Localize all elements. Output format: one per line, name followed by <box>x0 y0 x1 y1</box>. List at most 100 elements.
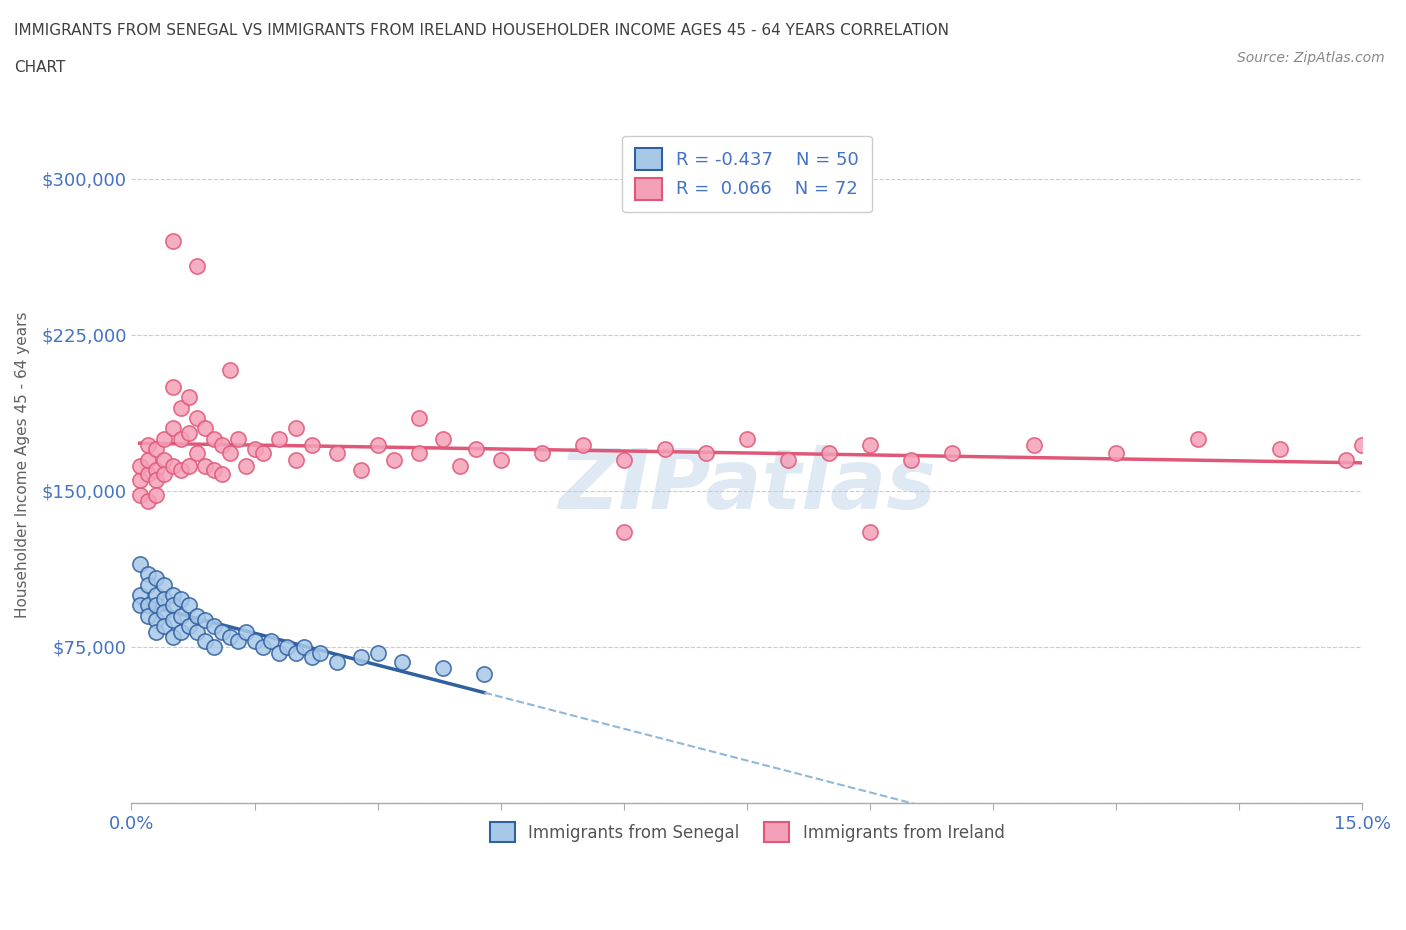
Point <box>162 629 184 644</box>
Point <box>177 425 200 440</box>
Point <box>145 625 167 640</box>
Point <box>572 438 595 453</box>
Point <box>776 452 799 467</box>
Point <box>186 608 208 623</box>
Point <box>153 591 176 606</box>
Point <box>145 588 167 603</box>
Point <box>170 591 193 606</box>
Point <box>136 608 159 623</box>
Point <box>613 525 636 540</box>
Y-axis label: Householder Income Ages 45 - 64 years: Householder Income Ages 45 - 64 years <box>15 312 30 618</box>
Point <box>136 494 159 509</box>
Point <box>859 438 882 453</box>
Point <box>284 452 307 467</box>
Point <box>128 556 150 571</box>
Point <box>145 487 167 502</box>
Point <box>170 432 193 446</box>
Point <box>219 363 242 378</box>
Point <box>284 645 307 660</box>
Point <box>153 618 176 633</box>
Point <box>211 438 233 453</box>
Point <box>145 462 167 477</box>
Point <box>136 566 159 581</box>
Point <box>530 446 553 461</box>
Point <box>472 667 495 682</box>
Point <box>226 633 249 648</box>
Point <box>153 452 176 467</box>
Point <box>153 604 176 619</box>
Point <box>170 608 193 623</box>
Point <box>194 421 217 436</box>
Point <box>202 618 225 633</box>
Point <box>211 467 233 482</box>
Point <box>226 432 249 446</box>
Point <box>408 410 430 425</box>
Point <box>367 645 389 660</box>
Point <box>432 660 454 675</box>
Point <box>292 640 315 655</box>
Point <box>136 598 159 613</box>
Point <box>202 640 225 655</box>
Point <box>136 438 159 453</box>
Point <box>145 571 167 586</box>
Point <box>1351 438 1374 453</box>
Point <box>219 446 242 461</box>
Point <box>162 233 184 248</box>
Point <box>202 432 225 446</box>
Point <box>162 421 184 436</box>
Point <box>145 613 167 628</box>
Text: IMMIGRANTS FROM SENEGAL VS IMMIGRANTS FROM IRELAND HOUSEHOLDER INCOME AGES 45 - : IMMIGRANTS FROM SENEGAL VS IMMIGRANTS FR… <box>14 23 949 38</box>
Point <box>1334 452 1357 467</box>
Point <box>211 625 233 640</box>
Point <box>408 446 430 461</box>
Point <box>145 598 167 613</box>
Point <box>162 458 184 473</box>
Point <box>900 452 922 467</box>
Point <box>284 421 307 436</box>
Point <box>391 654 413 669</box>
Point <box>260 633 283 648</box>
Point <box>1024 438 1046 453</box>
Point <box>695 446 717 461</box>
Point <box>489 452 512 467</box>
Point <box>186 259 208 273</box>
Point <box>177 390 200 405</box>
Point <box>145 442 167 457</box>
Point <box>128 598 150 613</box>
Point <box>186 410 208 425</box>
Point <box>367 438 389 453</box>
Point <box>276 640 298 655</box>
Point <box>162 588 184 603</box>
Point <box>309 645 332 660</box>
Text: ZIPatlas: ZIPatlas <box>558 445 936 525</box>
Point <box>382 452 405 467</box>
Point <box>235 625 257 640</box>
Point <box>162 613 184 628</box>
Point <box>136 467 159 482</box>
Point <box>136 578 159 592</box>
Point <box>170 625 193 640</box>
Text: Source: ZipAtlas.com: Source: ZipAtlas.com <box>1237 51 1385 65</box>
Point <box>194 633 217 648</box>
Point <box>170 462 193 477</box>
Point <box>128 588 150 603</box>
Point <box>465 442 488 457</box>
Point <box>818 446 841 461</box>
Point <box>153 432 176 446</box>
Point <box>243 633 266 648</box>
Point <box>252 446 274 461</box>
Point <box>136 452 159 467</box>
Point <box>735 432 758 446</box>
Point <box>269 432 291 446</box>
Point <box>186 446 208 461</box>
Point <box>145 473 167 488</box>
Point <box>941 446 963 461</box>
Point <box>219 629 242 644</box>
Text: CHART: CHART <box>14 60 66 75</box>
Point <box>128 487 150 502</box>
Point <box>177 458 200 473</box>
Point <box>432 432 454 446</box>
Point <box>243 442 266 457</box>
Point <box>449 458 471 473</box>
Point <box>162 379 184 394</box>
